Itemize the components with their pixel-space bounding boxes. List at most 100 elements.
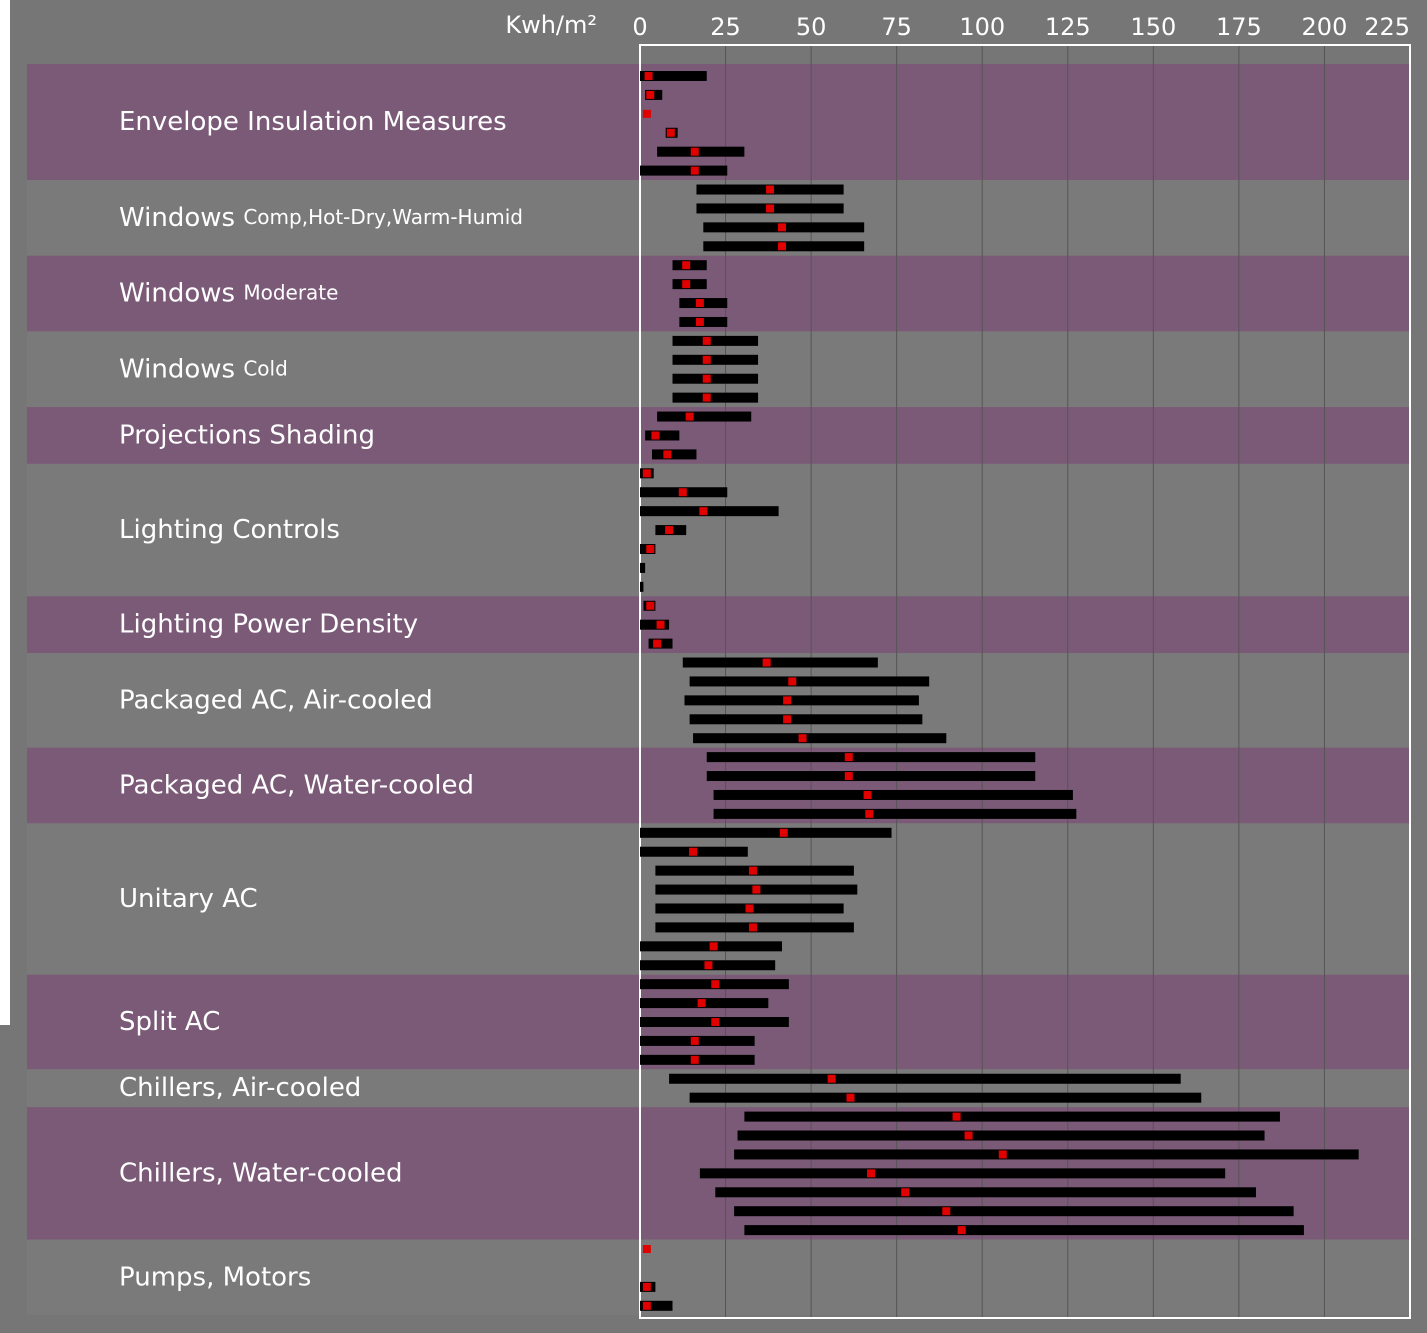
median-marker [952,1112,961,1121]
median-marker [656,620,665,629]
median-marker [778,223,787,232]
range-bar [706,771,1036,782]
median-marker [779,828,788,837]
range-bar [689,714,923,725]
range-bar [657,146,745,157]
median-marker [964,1131,973,1140]
x-tick-label: 75 [881,13,912,41]
median-marker [846,1093,855,1102]
median-marker [863,790,872,799]
range-bar [672,392,759,403]
median-marker [646,601,655,610]
group-label-main: Pumps, Motors [119,1262,311,1292]
band [27,596,1410,654]
group-label: Lighting Controls [119,515,340,545]
range-bar [640,1300,673,1311]
median-marker [690,1055,699,1064]
median-marker [697,999,706,1008]
median-marker [642,1282,651,1291]
median-marker [699,507,708,516]
band [27,1239,1410,1315]
group-label: Lighting Power Density [119,609,418,639]
group-label-main: Packaged AC, Air-cooled [119,685,433,715]
group-sublabel: Cold [243,356,287,380]
x-tick-label: 125 [1045,13,1091,41]
group-label: Pumps, Motors [119,1262,311,1292]
median-marker [957,1226,966,1235]
median-marker [798,734,807,743]
median-marker [827,1074,836,1083]
range-bar [682,657,878,668]
median-marker [778,242,787,251]
median-marker [748,866,757,875]
range-bar [713,789,1073,800]
median-marker [678,488,687,497]
group-label-main: Windows [119,202,235,232]
median-marker [690,147,699,156]
x-tick-label: 200 [1302,13,1348,41]
median-marker [702,393,711,402]
range-bar [640,562,646,573]
range-bar [715,1187,1256,1198]
x-tick-label: 175 [1216,13,1262,41]
median-marker [665,526,674,535]
group-label-main: Packaged AC, Water-cooled [119,770,474,800]
range-bar [669,1073,1181,1084]
median-marker [788,677,797,686]
median-marker [709,942,718,951]
range-bar [706,752,1036,763]
range-bar [734,1206,1294,1217]
group-sublabel: Comp,Hot-Dry,Warm-Humid [243,204,523,228]
median-marker [783,696,792,705]
range-bar [640,506,779,517]
range-bar [699,1168,1226,1179]
median-marker [690,1036,699,1045]
median-marker [653,639,662,648]
range-bar [640,619,670,630]
group-label: Chillers, Air-cooled [119,1073,361,1103]
range-bar [689,1092,1202,1103]
median-marker [685,412,694,421]
range-bar [693,733,947,744]
median-marker [642,109,651,118]
range-bar [689,676,930,687]
range-bar [744,1111,1280,1122]
median-marker [704,961,713,970]
range-bar [672,354,759,365]
median-marker [844,772,853,781]
group-label-main: Chillers, Water-cooled [119,1158,402,1188]
group-label: Windows Cold [119,354,288,384]
group-label: Projections Shading [119,420,375,450]
range-bar [672,335,759,346]
group-label: Split AC [119,1007,220,1037]
x-tick-label: 100 [959,13,1005,41]
group-label-main: Lighting Controls [119,515,340,545]
band [27,64,1410,181]
range-bar [684,695,919,706]
median-marker [642,1245,651,1254]
median-marker [642,469,651,478]
median-marker [752,885,761,894]
median-marker [695,299,704,308]
group-label-main: Projections Shading [119,420,375,450]
median-marker [745,904,754,913]
range-bar [640,581,644,592]
median-marker [690,166,699,175]
band [27,463,1410,597]
group-label-main: Windows [119,354,235,384]
group-label: Windows Comp,Hot-Dry,Warm-Humid [119,202,523,232]
group-label-main: Unitary AC [119,884,258,914]
median-marker [702,355,711,364]
x-tick-label: 25 [710,13,741,41]
median-marker [711,1018,720,1026]
group-sublabel: Moderate [243,280,338,304]
range-bar [651,449,697,460]
range-bar [713,808,1077,819]
range-bar [640,165,728,176]
group-label: Envelope Insulation Measures [119,107,507,137]
median-marker [663,450,672,459]
median-marker [766,185,775,194]
group-label-main: Lighting Power Density [119,609,418,639]
x-tick-label: 50 [796,13,827,41]
median-marker [702,336,711,345]
